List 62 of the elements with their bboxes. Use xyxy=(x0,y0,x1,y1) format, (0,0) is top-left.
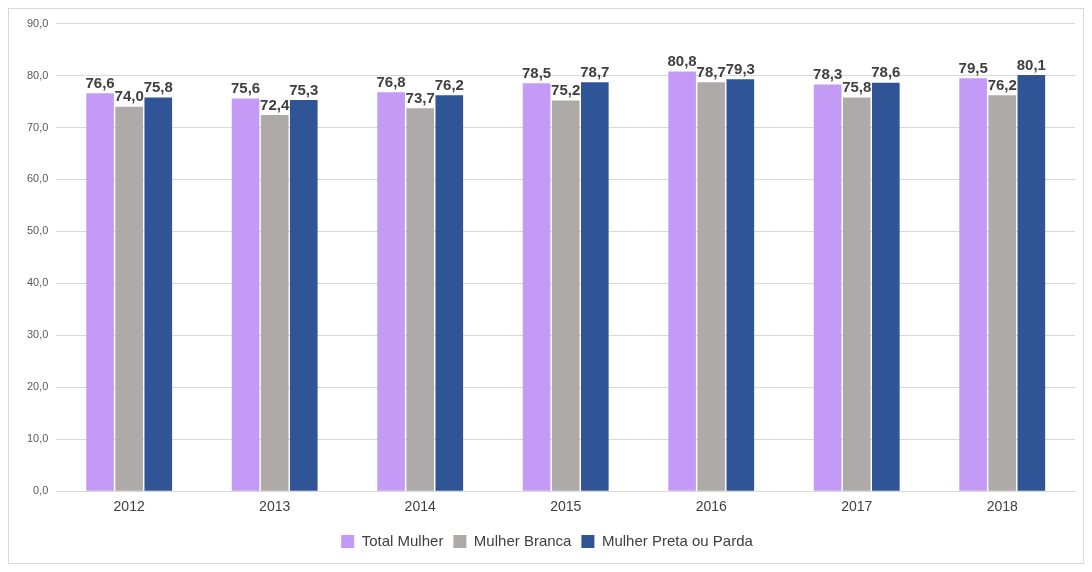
x-tick-label: 2018 xyxy=(986,498,1019,515)
bar xyxy=(289,99,318,491)
y-tick-label: 20,0 xyxy=(26,380,49,393)
data-label: 75,8 xyxy=(842,78,872,96)
x-tick-label: 2015 xyxy=(550,498,582,515)
data-label: 76,2 xyxy=(987,75,1017,93)
data-label: 75,2 xyxy=(551,81,581,99)
bar xyxy=(377,92,405,491)
bar xyxy=(522,83,551,491)
bar xyxy=(580,82,609,491)
data-label: 75,3 xyxy=(289,80,319,98)
x-tick-label: 2016 xyxy=(695,498,727,515)
bar xyxy=(872,82,900,491)
x-tick-label: 2012 xyxy=(113,498,145,515)
data-label: 80,1 xyxy=(1016,55,1046,73)
y-tick-label: 60,0 xyxy=(26,172,49,185)
y-tick-label: 50,0 xyxy=(26,224,49,237)
data-label: 78,6 xyxy=(871,63,901,81)
data-label: 78,5 xyxy=(522,63,552,81)
data-label: 80,8 xyxy=(667,52,697,70)
bar xyxy=(697,82,726,491)
bar xyxy=(260,115,289,491)
data-label: 75,6 xyxy=(230,79,261,97)
data-label: 76,2 xyxy=(434,75,464,93)
y-tick-label: 40,0 xyxy=(26,276,49,289)
bar xyxy=(86,93,114,491)
bar xyxy=(406,108,435,491)
bar xyxy=(988,95,1017,491)
data-label: 76,8 xyxy=(376,72,406,90)
data-label: 72,4 xyxy=(260,95,290,113)
legend-label: Total Mulher xyxy=(361,531,444,549)
y-tick-label: 90,0 xyxy=(26,16,49,29)
bar xyxy=(842,97,871,491)
x-tick-label: 2014 xyxy=(404,498,436,515)
x-tick-label: 2017 xyxy=(841,498,873,515)
y-tick-label: 70,0 xyxy=(26,120,49,133)
data-label: 79,5 xyxy=(958,58,988,76)
bar xyxy=(668,71,696,491)
data-label: 78,3 xyxy=(813,65,843,83)
y-tick-label: 10,0 xyxy=(26,432,49,445)
bar xyxy=(813,84,842,491)
y-tick-label: 0,0 xyxy=(33,484,49,497)
data-label: 73,7 xyxy=(405,88,435,106)
data-label: 79,3 xyxy=(725,59,755,77)
data-label: 76,6 xyxy=(85,73,115,91)
legend-label: Mulher Branca xyxy=(473,531,573,549)
bar xyxy=(1017,75,1046,491)
bar xyxy=(726,79,755,491)
x-tick-label: 2013 xyxy=(259,498,291,515)
y-tick-label: 30,0 xyxy=(26,328,49,341)
bar xyxy=(435,95,464,491)
bar xyxy=(144,97,173,491)
y-tick-label: 80,0 xyxy=(26,68,49,81)
legend-label: Mulher Preta ou Parda xyxy=(601,531,754,549)
data-label: 78,7 xyxy=(580,62,610,80)
bar xyxy=(959,78,987,491)
data-label: 78,7 xyxy=(696,62,726,80)
bar xyxy=(551,100,580,491)
data-label: 75,8 xyxy=(143,78,173,96)
data-label: 74,0 xyxy=(114,87,144,105)
bar xyxy=(115,106,143,491)
bar xyxy=(231,98,260,491)
